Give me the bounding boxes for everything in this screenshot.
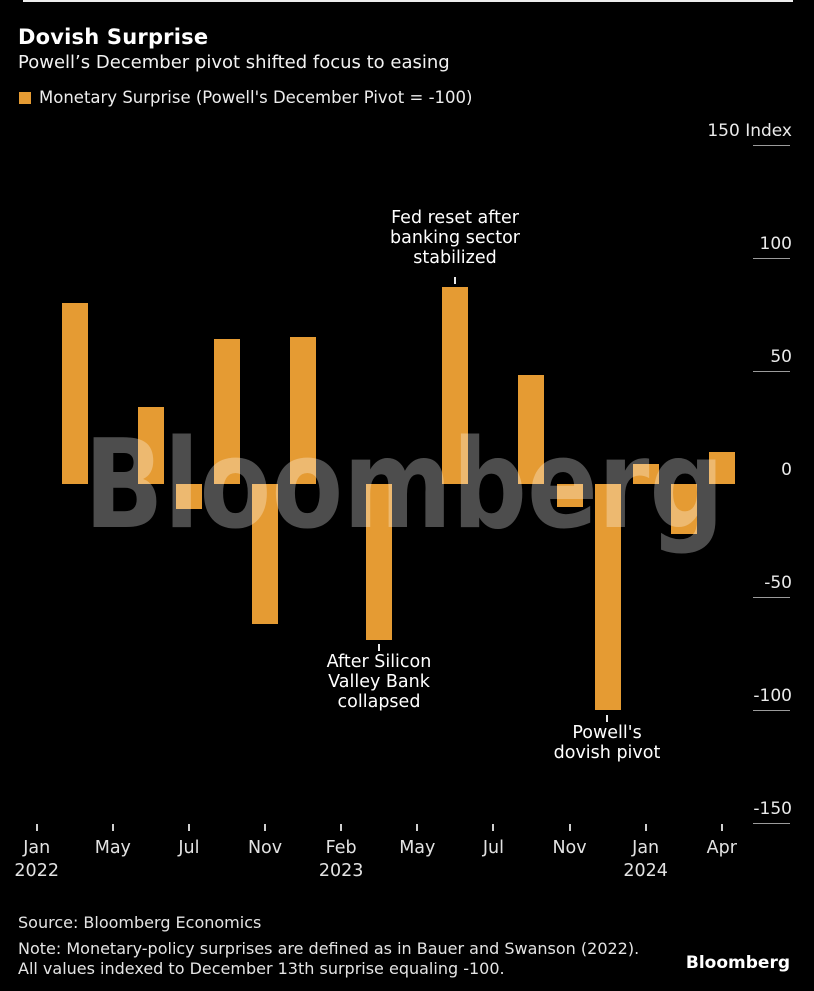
y-tick-line	[753, 710, 790, 712]
annotation: After Silicon Valley Bank collapsed	[326, 652, 432, 712]
legend-label: Monetary Surprise (Powell's December Piv…	[39, 88, 473, 107]
y-tick-label: 150 Index	[707, 120, 792, 141]
x-tick-mark	[264, 824, 267, 831]
x-tick-mark	[492, 824, 495, 831]
x-tick-label: May	[399, 838, 436, 858]
x-tick-year-label: 2023	[318, 861, 364, 881]
bar	[214, 339, 240, 484]
annotation-pointer-tick	[378, 644, 380, 651]
y-tick-label: 100	[759, 233, 792, 254]
bar	[175, 484, 202, 509]
x-tick-label: Jul	[482, 838, 504, 858]
x-tick-mark	[35, 824, 38, 831]
x-tick-year-label: 2024	[623, 861, 668, 881]
x-tick-mark	[111, 824, 114, 831]
annotation: Fed reset after banking sector stabilized	[390, 208, 520, 268]
y-tick-label: -150	[753, 799, 792, 820]
bar	[290, 336, 317, 484]
annotation-pointer-tick	[606, 715, 608, 722]
source-line: Source: Bloomberg Economics	[18, 913, 262, 932]
x-tick-label: Jan	[632, 838, 660, 858]
x-tick-mark	[644, 824, 647, 831]
bar	[442, 287, 469, 484]
x-tick-mark	[568, 824, 571, 831]
y-tick-label: -50	[764, 573, 792, 594]
annotation: Powell's dovish pivot	[553, 723, 661, 763]
note-line-2: All values indexed to December 13th surp…	[18, 959, 505, 978]
x-tick-label: Jul	[178, 838, 200, 858]
y-tick-label: 0	[781, 460, 792, 480]
y-tick-line	[753, 257, 790, 259]
bar	[594, 484, 621, 711]
x-tick-label: Apr	[706, 838, 737, 858]
bar	[556, 484, 583, 507]
bar	[137, 407, 164, 484]
y-tick-label: 50	[770, 346, 792, 367]
bloomberg-logo: Bloomberg	[685, 953, 790, 973]
bar	[61, 303, 88, 484]
bar	[708, 452, 735, 484]
note-line-1: Note: Monetary-policy surprises are defi…	[18, 939, 640, 958]
annotation-pointer-tick	[454, 277, 456, 284]
bar	[632, 463, 659, 484]
y-tick-line	[753, 823, 790, 825]
y-tick-line	[753, 370, 790, 372]
y-tick-label: -100	[753, 686, 792, 707]
page-title: Dovish Surprise	[18, 25, 209, 49]
y-tick-line	[753, 597, 790, 599]
chart-subtitle: Powell’s December pivot shifted focus to…	[18, 52, 450, 73]
x-tick-mark	[720, 824, 723, 831]
x-tick-label: May	[94, 838, 131, 858]
x-tick-label: Feb	[325, 838, 357, 858]
bar	[518, 375, 545, 484]
x-tick-mark	[416, 824, 419, 831]
zero-baseline	[23, 0, 793, 2]
y-tick-line	[753, 144, 790, 146]
x-tick-mark	[187, 824, 190, 831]
legend-swatch-icon	[19, 91, 31, 104]
x-tick-label: Jan	[23, 838, 51, 858]
legend: Monetary Surprise (Powell's December Piv…	[19, 88, 472, 107]
bar	[252, 484, 279, 625]
x-tick-mark	[340, 824, 343, 831]
x-tick-label: Nov	[247, 838, 283, 858]
bar	[670, 484, 697, 534]
x-tick-year-label: 2022	[14, 861, 59, 881]
x-tick-label: Nov	[552, 838, 587, 858]
bar	[366, 484, 393, 641]
